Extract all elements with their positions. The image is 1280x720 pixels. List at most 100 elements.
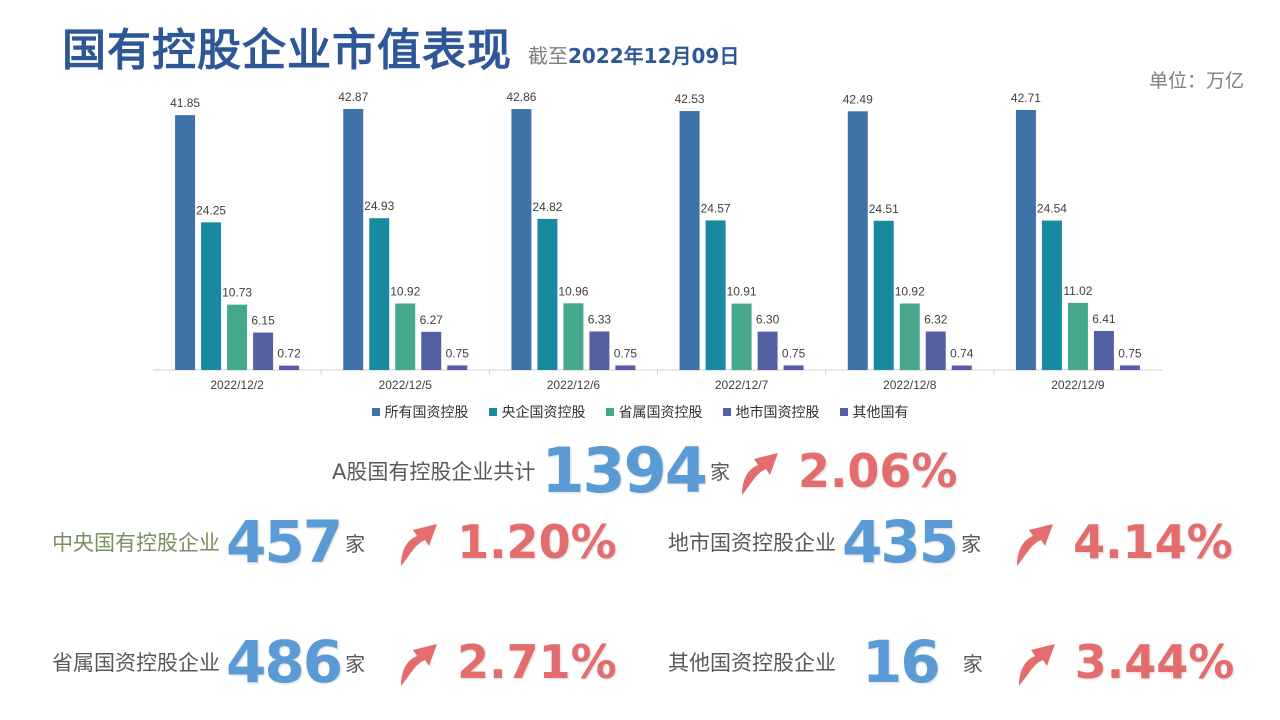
bar — [395, 303, 416, 370]
stat-central-label: 中央国有控股企业 — [52, 531, 220, 555]
bar — [421, 331, 442, 370]
stat-city-suffix: 家 — [961, 531, 982, 556]
stat-total: A股国有控股企业共计 1394 家 2.06% — [332, 434, 958, 507]
data-label: 24.51 — [869, 202, 899, 216]
stat-city-pct: 4.14% — [1073, 515, 1233, 569]
stat-province-value: 486 — [226, 628, 343, 696]
stat-other-suffix: 家 — [962, 651, 983, 676]
bar — [847, 111, 868, 370]
data-label: 24.54 — [1037, 202, 1067, 216]
x-tick-label: 2022/12/7 — [715, 378, 769, 392]
data-label: 24.25 — [196, 203, 226, 217]
stat-total-pct: 2.06% — [797, 443, 958, 498]
legend-item: 地市国资控股 — [722, 402, 820, 422]
data-label: 6.41 — [1092, 312, 1116, 326]
data-label: 41.85 — [170, 96, 200, 110]
bar — [537, 218, 558, 370]
x-tick-label: 2022/12/6 — [547, 378, 601, 392]
data-label: 0.72 — [277, 347, 301, 361]
bar — [511, 109, 532, 371]
legend-swatch — [488, 408, 497, 416]
legend-item: 央企国资控股 — [488, 402, 586, 422]
up-arrow-icon — [741, 452, 778, 495]
legend-swatch — [839, 408, 848, 416]
bar — [705, 220, 726, 370]
data-label: 42.86 — [506, 90, 536, 104]
bar — [201, 222, 222, 370]
data-label: 0.75 — [614, 346, 638, 360]
bar — [343, 108, 364, 370]
stat-total-value: 1394 — [541, 434, 708, 507]
stat-total-label: A股国有控股企业共计 — [332, 459, 536, 484]
bar — [589, 331, 610, 370]
bar-chart: 41.85 24.25 10.73 6.15 0.72 2022/12/2 42.87 24.… — [153, 90, 1162, 392]
stat-province-label: 省属国资控股企业 — [52, 651, 220, 675]
data-label: 11.02 — [1063, 284, 1092, 298]
stat-other: 其他国资控股企业 16 家 3.44% — [668, 628, 1234, 696]
up-arrow-icon — [1018, 644, 1055, 686]
data-label: 42.87 — [338, 90, 368, 104]
x-tick-label: 2022/12/2 — [210, 378, 264, 392]
data-label: 6.27 — [420, 313, 444, 327]
stat-central: 中央国有控股企业 457 家 1.20% — [52, 508, 617, 576]
data-label: 42.71 — [1011, 91, 1041, 105]
bar — [175, 115, 196, 371]
bar — [447, 365, 468, 370]
stat-province: 省属国资控股企业 486 家 2.71% — [52, 628, 617, 696]
data-label: 24.82 — [532, 200, 562, 214]
stat-other-label: 其他国资控股企业 — [668, 651, 836, 675]
bar — [1093, 330, 1114, 370]
data-label: 42.53 — [675, 92, 705, 106]
legend-label: 所有国资控股 — [384, 405, 469, 421]
stat-province-pct: 2.71% — [457, 635, 617, 689]
up-arrow-icon — [1017, 524, 1054, 566]
bar — [783, 365, 804, 370]
data-label: 6.32 — [924, 313, 948, 327]
bar — [1119, 365, 1140, 370]
bar — [951, 365, 972, 370]
legend-swatch — [371, 408, 380, 416]
legend-label: 其他国有 — [852, 405, 909, 421]
x-tick-label: 2022/12/8 — [883, 378, 937, 392]
x-tick-label: 2022/12/9 — [1051, 378, 1105, 392]
up-arrow-icon — [401, 644, 438, 686]
bar — [563, 303, 584, 370]
bar — [1067, 302, 1088, 370]
data-label: 42.49 — [843, 92, 873, 106]
bar — [615, 365, 636, 370]
bar — [873, 220, 894, 370]
data-label: 24.57 — [701, 201, 731, 215]
stat-city-label: 地市国资控股企业 — [668, 531, 836, 555]
stat-other-value: 16 — [862, 628, 941, 696]
unit-label: 单位：万亿 — [1148, 70, 1244, 92]
x-tick-label: 2022/12/5 — [379, 378, 433, 392]
data-label: 6.33 — [588, 312, 612, 326]
data-label: 0.75 — [1118, 346, 1142, 360]
legend-item: 省属国资控股 — [605, 402, 703, 422]
bar — [1041, 220, 1062, 370]
stat-city: 地市国资控股企业 435 家 4.14% — [668, 508, 1233, 576]
data-label: 6.15 — [251, 314, 275, 328]
bar — [925, 331, 946, 370]
page-title: 国有控股企业市值表现 — [62, 25, 512, 76]
bar — [1015, 109, 1036, 371]
stat-total-suffix: 家 — [709, 460, 730, 484]
up-arrow-icon — [401, 524, 438, 566]
bar — [731, 303, 752, 370]
data-label: 10.96 — [558, 284, 588, 298]
data-label: 24.93 — [364, 199, 394, 213]
bar — [757, 331, 778, 370]
bar — [279, 365, 300, 370]
stat-other-pct: 3.44% — [1074, 635, 1235, 689]
bar — [253, 332, 274, 370]
legend-item: 所有国资控股 — [371, 402, 469, 422]
stat-central-pct: 1.20% — [457, 515, 617, 569]
data-label: 10.92 — [895, 285, 925, 299]
stat-province-suffix: 家 — [345, 651, 366, 676]
legend-label: 省属国资控股 — [618, 405, 703, 421]
data-label: 0.74 — [950, 346, 974, 360]
stat-city-value: 435 — [842, 508, 959, 576]
legend-item: 其他国有 — [839, 402, 909, 422]
date-line: 截至2022年12月09日 — [528, 40, 739, 69]
data-label: 0.75 — [782, 346, 806, 360]
